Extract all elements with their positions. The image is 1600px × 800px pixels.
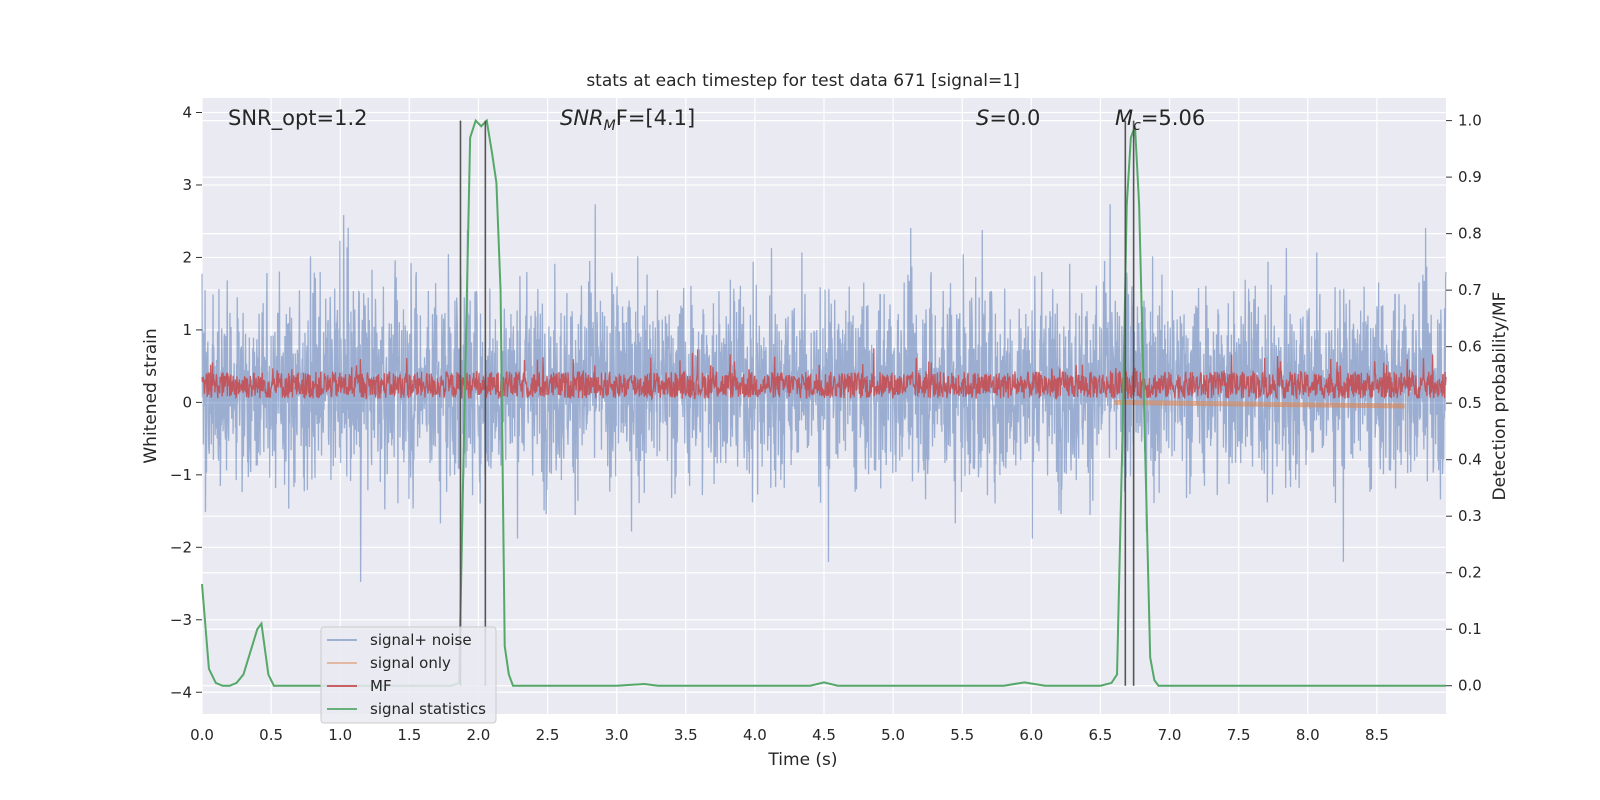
vertical-marker-lines xyxy=(459,120,1135,686)
annotation-mc: Mc=5.06 xyxy=(1115,106,1205,134)
y-tick-label-left: −1 xyxy=(170,466,192,484)
legend-label-signal-noise: signal+ noise xyxy=(370,631,472,649)
y-tick-label-left: −2 xyxy=(170,538,192,556)
y-tick-label-right: 0.1 xyxy=(1458,620,1482,638)
x-tick-label: 4.0 xyxy=(743,726,767,744)
y-tick-label-right: 0.2 xyxy=(1458,564,1482,582)
y-tick-label-left: −4 xyxy=(170,683,192,701)
x-axis-label: Time (s) xyxy=(767,750,837,770)
x-tick-label: 2.5 xyxy=(536,726,560,744)
y-tick-label-right: 0.6 xyxy=(1458,338,1482,356)
x-tick-label: 8.5 xyxy=(1365,726,1389,744)
signal-noise-series xyxy=(201,204,1447,582)
legend: signal+ noise signal only MF signal stat… xyxy=(320,626,497,724)
x-tick-label: 0.5 xyxy=(259,726,283,744)
y-tick-label-right: 0.5 xyxy=(1458,394,1482,412)
x-tick-label: 1.5 xyxy=(397,726,421,744)
x-tick-label: 6.5 xyxy=(1089,726,1113,744)
legend-label-mf: MF xyxy=(370,677,392,695)
x-tick-label: 3.0 xyxy=(605,726,629,744)
signal-only-line xyxy=(1114,399,1405,409)
x-tick-label: 0.0 xyxy=(190,726,214,744)
y-tick-label-right: 1.0 xyxy=(1458,112,1482,130)
y-tick-label-left: 3 xyxy=(182,176,192,194)
x-tick-label: 2.0 xyxy=(467,726,491,744)
chart-title: stats at each timestep for test data 671… xyxy=(586,71,1019,91)
y-tick-label-right: 0.9 xyxy=(1458,168,1482,186)
annotation-s: S=0.0 xyxy=(976,106,1040,130)
annotation-snr-mf: SNRMF=[4.1] xyxy=(560,106,695,134)
y-tick-label-left: 1 xyxy=(182,321,192,339)
x-tick-label: 7.0 xyxy=(1158,726,1182,744)
y-tick-label-right: 0.7 xyxy=(1458,281,1482,299)
x-tick-label: 6.0 xyxy=(1019,726,1043,744)
y-tick-label-right: 0.0 xyxy=(1458,677,1482,695)
y-tick-label-right: 0.8 xyxy=(1458,225,1482,243)
signal-only-series xyxy=(1114,399,1405,409)
x-tick-label: 5.0 xyxy=(881,726,905,744)
x-tick-label: 7.5 xyxy=(1227,726,1251,744)
y-tick-label-left: 2 xyxy=(182,248,192,266)
y-tick-label-left: 4 xyxy=(182,103,192,121)
mf-series xyxy=(201,348,1447,402)
y-tick-label-left: −3 xyxy=(170,611,192,629)
x-tick-label: 3.5 xyxy=(674,726,698,744)
x-tick-label: 4.5 xyxy=(812,726,836,744)
axis-ticks: 0.0 0.5 1.0 1.5 2.0 2.5 3.0 3.5 4.0 4.5 5.0 5.5 6.0 6… xyxy=(170,103,1482,744)
legend-label-signal-statistics: signal statistics xyxy=(370,700,486,718)
signal-statistics-line xyxy=(201,118,1446,687)
x-tick-label: 5.5 xyxy=(950,726,974,744)
legend-frame xyxy=(320,626,497,724)
y-tick-label-right: 0.3 xyxy=(1458,507,1482,525)
y-axis-label-right: Detection probability/MF xyxy=(1490,292,1510,501)
x-tick-label: 1.0 xyxy=(328,726,352,744)
mf-line xyxy=(201,348,1447,402)
y-tick-label-left: 0 xyxy=(182,393,192,411)
annotation-snr-opt: SNR_opt=1.2 xyxy=(228,106,368,131)
y-axis-label-left: Whitened strain xyxy=(141,328,161,463)
y-tick-label-right: 0.4 xyxy=(1458,451,1482,469)
signal-statistics-series xyxy=(201,118,1446,687)
signal-noise-line xyxy=(201,204,1447,582)
x-tick-label: 8.0 xyxy=(1296,726,1320,744)
legend-label-signal-only: signal only xyxy=(370,654,451,672)
